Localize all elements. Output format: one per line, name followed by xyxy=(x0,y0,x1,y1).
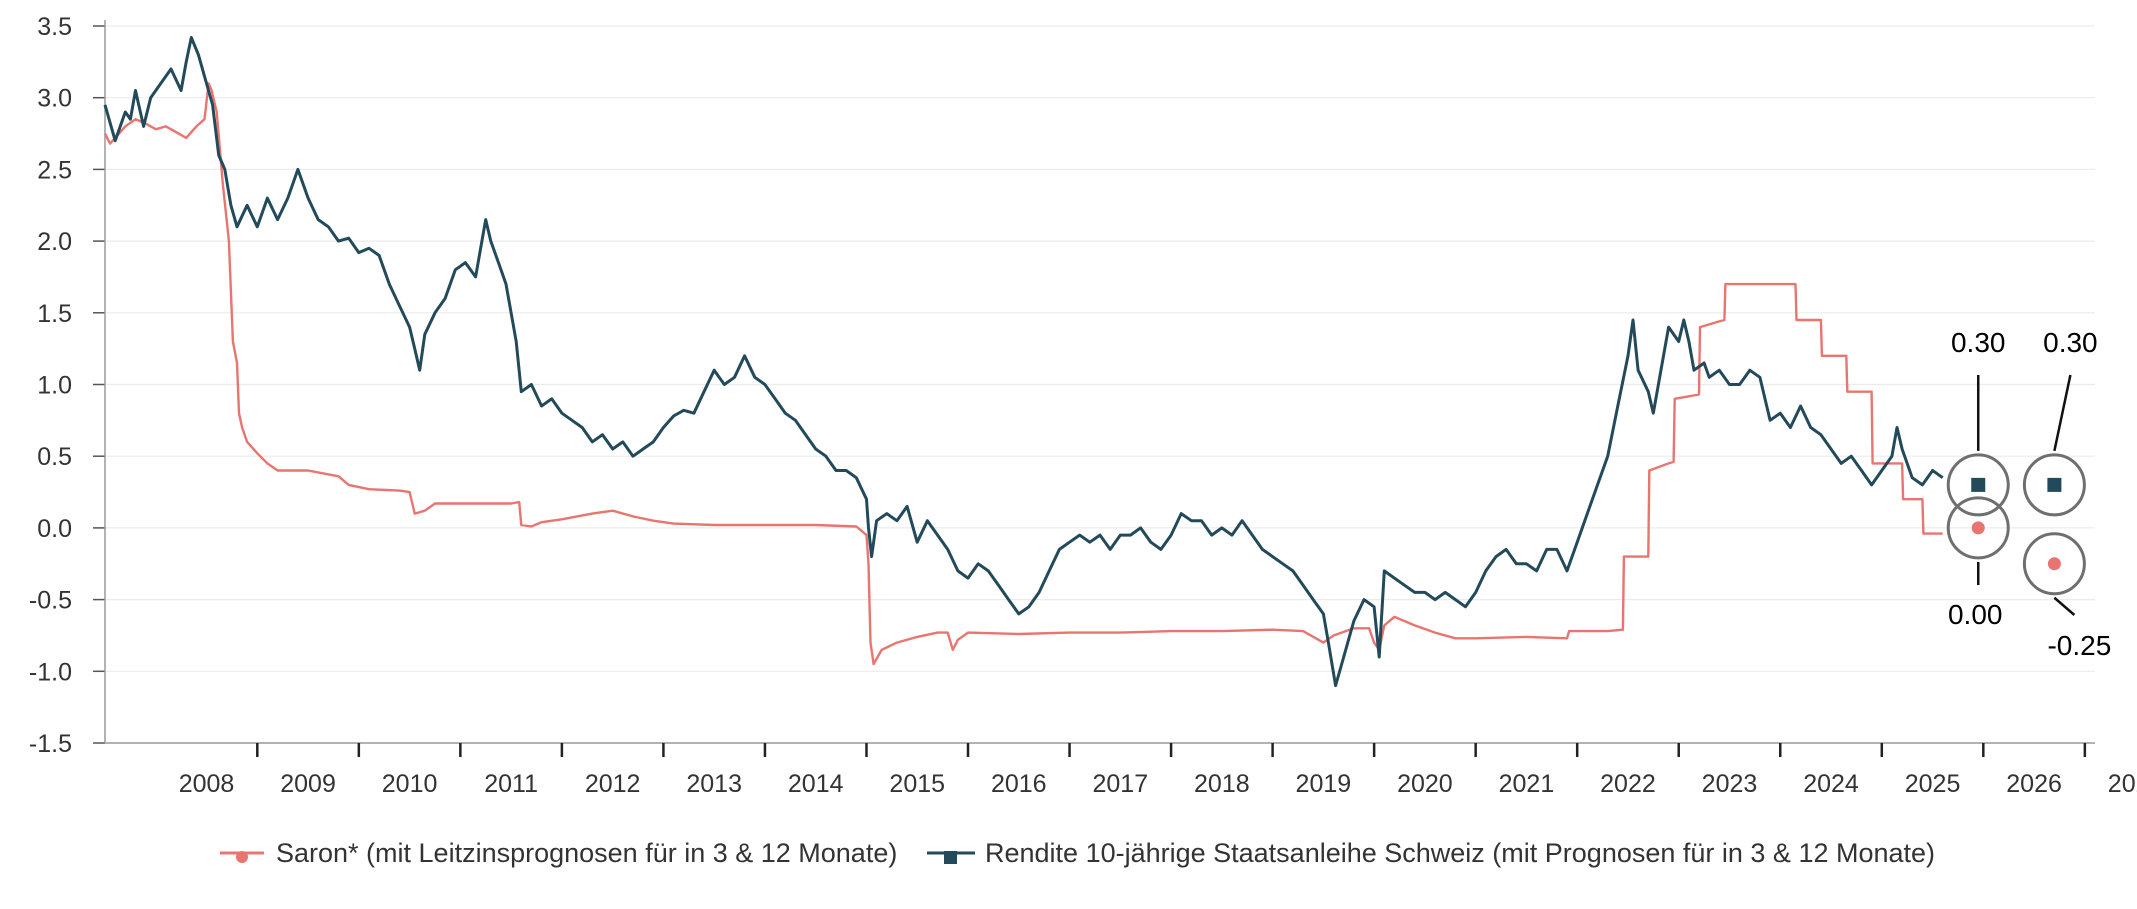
forecast-callout-line xyxy=(2053,374,2072,452)
x-tick-label: 2013 xyxy=(686,770,742,798)
saron-forecast-label: -0.25 xyxy=(2047,630,2111,661)
forecast-callout-line xyxy=(2053,596,2076,616)
y-tick-label: -1.5 xyxy=(29,730,72,758)
y-tick-label: 2.0 xyxy=(37,228,72,256)
x-tick-label: 2009 xyxy=(280,770,336,798)
bond-yield-line xyxy=(103,36,1944,688)
y-tick-label: 2.5 xyxy=(37,156,72,184)
x-tick-label: 2017 xyxy=(1092,770,1148,798)
x-tick-label: 2022 xyxy=(1600,770,1656,798)
x-tick-label: 2018 xyxy=(1194,770,1250,798)
legend-saron-label: Saron* (mit Leitzinsprognosen für in 3 &… xyxy=(276,838,897,868)
x-tick-label: 2012 xyxy=(585,770,641,798)
x-tick-label: 2011 xyxy=(484,770,538,798)
y-tick-label: 1.0 xyxy=(37,372,72,400)
x-tick-label: 2027 xyxy=(2108,770,2137,798)
y-tick-label: 1.5 xyxy=(37,300,72,328)
forecast-circle xyxy=(2022,453,2086,517)
saron-line xyxy=(103,82,1943,666)
y-tick-label: 3.5 xyxy=(37,13,72,41)
x-tick-label: 2015 xyxy=(889,770,945,798)
forecast-circle xyxy=(1946,496,2010,560)
legend-bond-marker xyxy=(944,851,957,864)
legend-bond-label: Rendite 10-jährige Staatsanleihe Schweiz… xyxy=(985,838,1935,868)
x-tick-label: 2014 xyxy=(788,770,844,798)
x-tick-label: 2024 xyxy=(1803,770,1859,798)
x-tick-label: 2023 xyxy=(1702,770,1758,798)
y-tick-label: 0.0 xyxy=(37,515,72,543)
x-tick-label: 2008 xyxy=(179,770,235,798)
x-tick-label: 2021 xyxy=(1499,770,1555,798)
forecast-circle xyxy=(1946,453,2010,517)
bond-forecast-label: 0.30 xyxy=(1951,327,2006,358)
x-tick-label: 2026 xyxy=(2006,770,2062,798)
x-tick-label: 2020 xyxy=(1397,770,1453,798)
x-tick-label: 2019 xyxy=(1296,770,1352,798)
y-tick-label: -1.0 xyxy=(29,658,72,686)
x-tick-label: 2016 xyxy=(991,770,1047,798)
x-tick-label: 2025 xyxy=(1905,770,1961,798)
y-tick-label: -0.5 xyxy=(29,587,72,615)
saron-forecast-marker xyxy=(2047,557,2061,571)
forecast-circle xyxy=(2022,532,2086,596)
saron-forecast-marker xyxy=(1971,521,1985,535)
x-tick-label: 2010 xyxy=(382,770,438,798)
bond-forecast-marker xyxy=(1971,477,1986,492)
y-tick-label: 3.0 xyxy=(37,85,72,113)
bond-forecast-marker xyxy=(2047,477,2062,492)
y-tick-label: 0.5 xyxy=(37,443,72,471)
legend-saron-marker xyxy=(236,851,248,863)
bond-forecast-label: 0.30 xyxy=(2043,327,2098,358)
saron-forecast-label: 0.00 xyxy=(1948,599,2003,630)
